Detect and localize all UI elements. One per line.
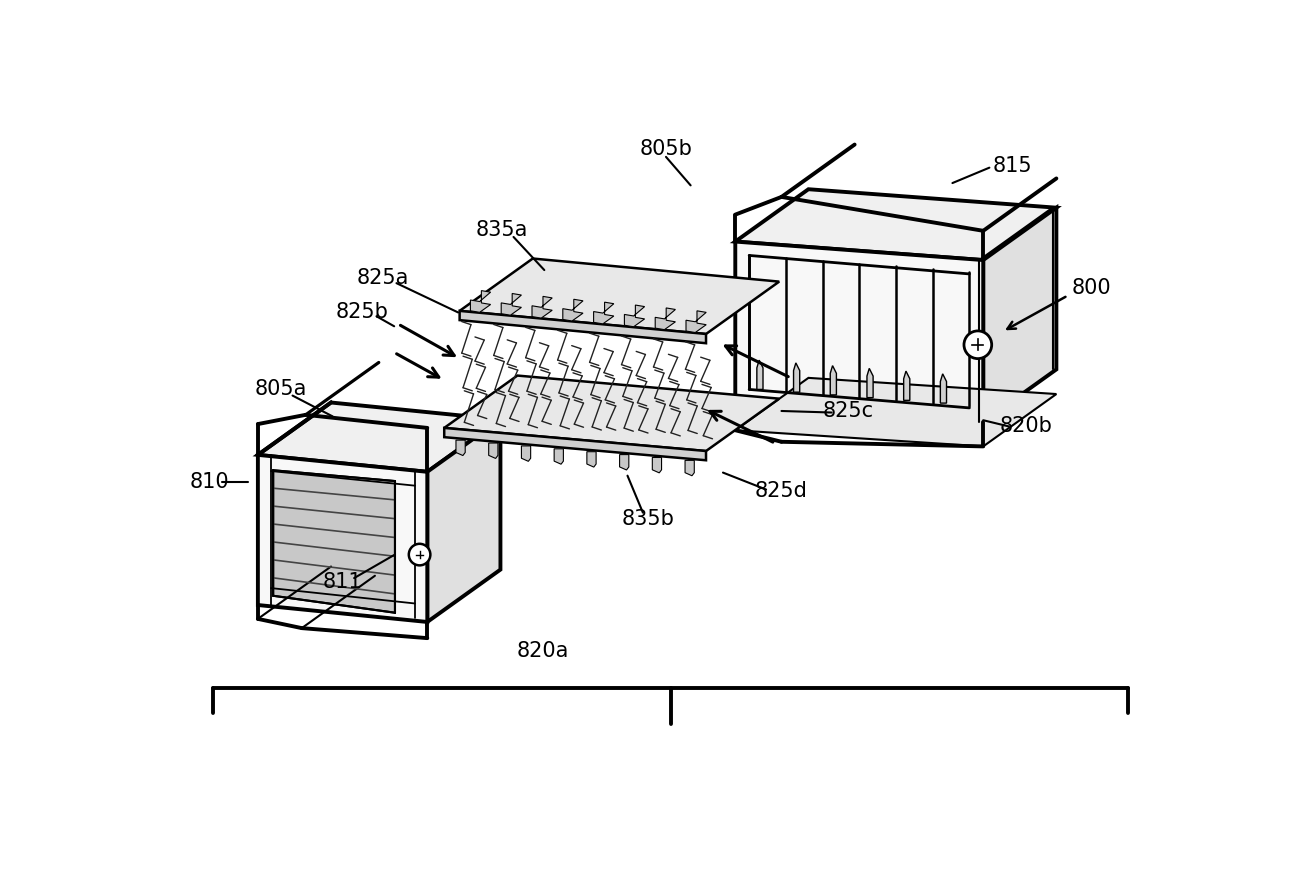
Polygon shape (554, 449, 563, 464)
Polygon shape (456, 440, 465, 456)
Polygon shape (587, 452, 596, 467)
Polygon shape (735, 241, 984, 422)
Text: 820b: 820b (1000, 416, 1052, 436)
Polygon shape (444, 375, 779, 451)
Polygon shape (984, 207, 1056, 422)
Polygon shape (652, 457, 662, 473)
Text: 825d: 825d (755, 481, 808, 501)
Text: 820a: 820a (516, 641, 569, 661)
Polygon shape (831, 366, 836, 395)
Polygon shape (757, 361, 762, 389)
Text: 835b: 835b (622, 509, 675, 529)
Polygon shape (258, 402, 500, 472)
Polygon shape (685, 461, 694, 476)
Polygon shape (625, 305, 645, 327)
Circle shape (964, 331, 992, 359)
Circle shape (409, 544, 431, 565)
Polygon shape (867, 368, 874, 398)
Polygon shape (444, 428, 706, 460)
Polygon shape (502, 294, 521, 315)
Polygon shape (470, 291, 491, 313)
Text: 825c: 825c (823, 401, 874, 421)
Polygon shape (460, 259, 779, 334)
Text: 800: 800 (1072, 278, 1111, 298)
Polygon shape (735, 189, 1056, 260)
Polygon shape (941, 374, 947, 403)
Polygon shape (258, 455, 427, 622)
Text: 825a: 825a (356, 267, 409, 287)
Text: 805b: 805b (639, 139, 693, 159)
Polygon shape (620, 455, 629, 470)
Text: 805a: 805a (255, 380, 307, 400)
Polygon shape (427, 420, 500, 622)
Polygon shape (274, 470, 394, 612)
Polygon shape (904, 371, 910, 401)
Polygon shape (655, 308, 676, 329)
Text: 835a: 835a (476, 220, 528, 240)
Polygon shape (735, 378, 1056, 447)
Polygon shape (532, 296, 553, 318)
Polygon shape (460, 311, 706, 343)
Text: 825b: 825b (335, 302, 388, 322)
Polygon shape (563, 300, 583, 321)
Polygon shape (521, 446, 531, 462)
Text: 811: 811 (322, 572, 363, 592)
Text: 815: 815 (993, 156, 1032, 176)
Text: 810: 810 (190, 472, 229, 492)
Polygon shape (686, 311, 706, 333)
Polygon shape (593, 302, 614, 324)
Polygon shape (794, 363, 799, 392)
Polygon shape (489, 443, 498, 458)
